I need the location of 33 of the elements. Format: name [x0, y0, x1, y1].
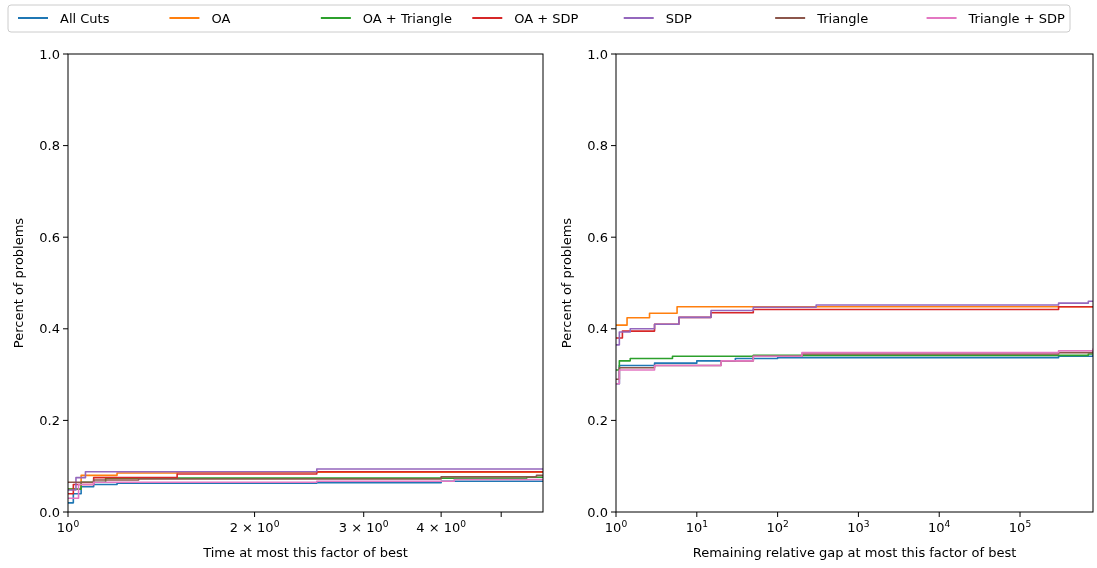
y-tick-label: 0.4 — [587, 321, 608, 337]
x-tick-label: 10$^{3}$ — [847, 519, 870, 535]
legend-label: All Cuts — [60, 11, 110, 26]
x-axis-title: Time at most this factor of best — [202, 545, 408, 560]
legend-label: OA — [211, 11, 231, 26]
x-tick-label: 2 × 10$^{0}$ — [229, 519, 280, 535]
x-tick-label: 10$^{0}$ — [56, 519, 80, 535]
y-tick-label: 0.8 — [587, 138, 608, 154]
y-tick-label: 0.4 — [39, 321, 60, 337]
x-tick-label: 10$^{1}$ — [685, 519, 708, 535]
x-tick-label: 10$^{2}$ — [766, 519, 789, 535]
x-tick-label: 10$^{4}$ — [928, 519, 951, 535]
y-axis-title: Percent of problems — [11, 217, 26, 349]
x-tick-label: 10$^{5}$ — [1008, 519, 1032, 535]
y-tick-label: 0.6 — [39, 229, 60, 245]
x-tick-label: 4 × 10$^{0}$ — [416, 519, 467, 535]
legend-label: Triangle + SDP — [967, 11, 1066, 26]
x-tick-label: 3 × 10$^{0}$ — [338, 519, 389, 535]
legend-label: OA + Triangle — [362, 11, 452, 26]
y-tick-label: 1.0 — [587, 46, 608, 62]
y-tick-label: 0.0 — [39, 504, 60, 520]
legend-label: Triangle — [816, 11, 869, 26]
x-axis-title: Remaining relative gap at most this factor of best — [692, 545, 1017, 560]
y-tick-label: 1.0 — [39, 46, 60, 62]
y-tick-label: 0.0 — [587, 504, 608, 520]
y-tick-label: 0.2 — [587, 412, 608, 428]
legend-label: OA + SDP — [514, 11, 579, 26]
y-tick-label: 0.8 — [39, 138, 60, 154]
x-tick-label: 10$^{0}$ — [604, 519, 628, 535]
y-axis-title: Percent of problems — [559, 217, 574, 349]
y-tick-label: 0.6 — [587, 229, 608, 245]
legend-label: SDP — [665, 11, 692, 26]
y-tick-label: 0.2 — [39, 412, 60, 428]
